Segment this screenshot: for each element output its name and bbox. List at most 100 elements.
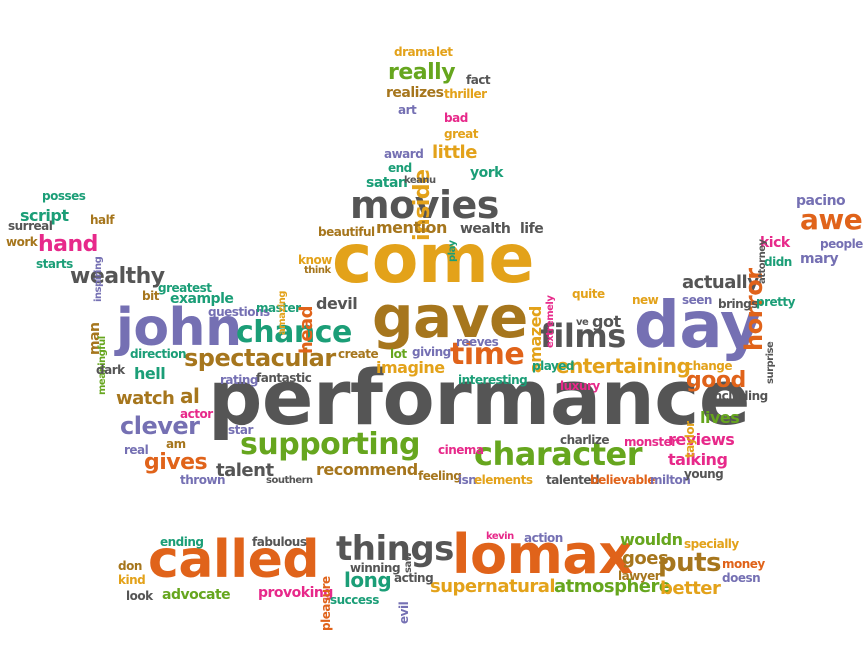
word-played: played <box>532 359 574 373</box>
word-kick: kick <box>760 235 790 251</box>
word-wealth: wealth <box>460 221 511 237</box>
word-example: example <box>170 291 234 307</box>
word-awe: awe <box>800 203 863 236</box>
word-hell: hell <box>134 364 166 383</box>
word-ending: ending <box>160 535 204 549</box>
word-realizes: realizes <box>386 85 444 101</box>
word-art: art <box>398 103 417 117</box>
word-recommend: recommend <box>316 460 418 479</box>
word-actually: actually <box>682 272 759 293</box>
word-watch: watch <box>116 388 175 409</box>
word-lot: lot <box>390 347 407 361</box>
word-master: master <box>256 301 301 315</box>
word-got: got <box>592 312 621 331</box>
word-lives: lives <box>700 408 740 427</box>
word-posses: posses <box>42 189 86 203</box>
word-young: young <box>684 467 724 481</box>
word-beautiful: beautiful <box>318 225 375 239</box>
word-didn: didn <box>764 255 792 269</box>
word-goes: goes <box>622 548 669 569</box>
word-thriller: thriller <box>444 87 487 101</box>
word-surprise: surprise <box>765 341 776 384</box>
word-don: don <box>118 559 142 573</box>
word-supernatural: supernatural <box>430 576 556 597</box>
word-pretty: pretty <box>756 295 795 309</box>
word-southern: southern <box>266 475 313 486</box>
word-giving: giving <box>412 345 451 359</box>
word-think: think <box>304 265 331 276</box>
word-life: life <box>520 221 544 237</box>
word-atmosphere: atmosphere <box>554 576 671 597</box>
word-amazing: amazing <box>277 290 288 335</box>
word-puts: puts <box>658 548 722 578</box>
word-greatest: greatest <box>158 281 212 295</box>
word-john: john <box>116 298 242 358</box>
word-real: real <box>124 443 149 457</box>
word-wouldn: wouldn <box>620 530 683 549</box>
word-success: success <box>330 593 379 607</box>
word-hand: hand <box>38 232 98 257</box>
word-play: play <box>447 240 458 262</box>
word-kind: kind <box>118 573 146 587</box>
word-wealthy: wealthy <box>70 264 165 289</box>
word-provoking: provoking <box>258 585 333 601</box>
word-script: script <box>20 206 69 225</box>
word-change: change <box>686 359 733 373</box>
word-talented: talented <box>546 473 600 487</box>
word-really: really <box>388 60 456 85</box>
word-films: films <box>540 317 626 355</box>
word-come: come <box>332 220 535 299</box>
word-things: things <box>336 529 454 569</box>
word-am: am <box>166 437 186 451</box>
word-milton: milton <box>650 473 691 487</box>
word-gave: gave <box>372 283 528 351</box>
word-bit: bit <box>142 289 159 303</box>
word-devil: devil <box>316 294 358 313</box>
word-charlize: charlize <box>560 433 610 447</box>
word-money: money <box>722 557 765 571</box>
word-ve: ve <box>576 317 589 328</box>
word-cinema: cinema <box>438 443 484 457</box>
word-let: let <box>436 45 453 59</box>
word-little: little <box>432 142 477 163</box>
word-doesn: doesn <box>722 571 761 585</box>
word-keanu: keanu <box>404 175 436 186</box>
word-believable: believable <box>590 473 655 487</box>
word-star: star <box>228 423 253 437</box>
word-fabulous: fabulous <box>252 535 307 549</box>
word-entertaining: entertaining <box>556 354 691 378</box>
word-kevin: kevin <box>486 531 514 542</box>
word-rating: rating <box>220 373 259 387</box>
word-talent: talent <box>216 460 274 481</box>
word-taylor: taylor <box>683 421 697 458</box>
word-lomax: lomax <box>452 523 633 586</box>
word-saw: saw <box>403 552 414 573</box>
word-evil: evil <box>397 602 411 625</box>
word-look: look <box>126 589 153 603</box>
word-award: award <box>384 147 424 161</box>
word-new: new <box>632 293 659 307</box>
word-dark: dark <box>96 363 125 377</box>
word-extremely: extremely <box>545 295 556 348</box>
word-interesting: interesting <box>458 373 528 387</box>
word-luxury: luxury <box>560 379 600 393</box>
word-supporting: supporting <box>240 427 421 462</box>
word-drama: drama <box>394 45 435 59</box>
word-better: better <box>660 578 721 599</box>
word-know: know <box>298 253 332 267</box>
word-inspiring: inspiring <box>93 256 104 302</box>
word-specially: specially <box>684 537 739 551</box>
word-create: create <box>338 347 379 361</box>
word-seen: seen <box>682 293 712 307</box>
word-end: end <box>388 161 412 175</box>
word-performance: performance <box>208 353 750 442</box>
word-good: good <box>686 368 746 393</box>
word-brings: brings <box>718 297 758 311</box>
word-mention: mention <box>376 218 447 237</box>
word-questions: questions <box>208 305 270 319</box>
word-feeling: feeling <box>418 469 462 483</box>
word-reeves: reeves <box>456 335 499 349</box>
word-pacino: pacino <box>796 193 846 209</box>
word-york: york <box>470 165 503 181</box>
